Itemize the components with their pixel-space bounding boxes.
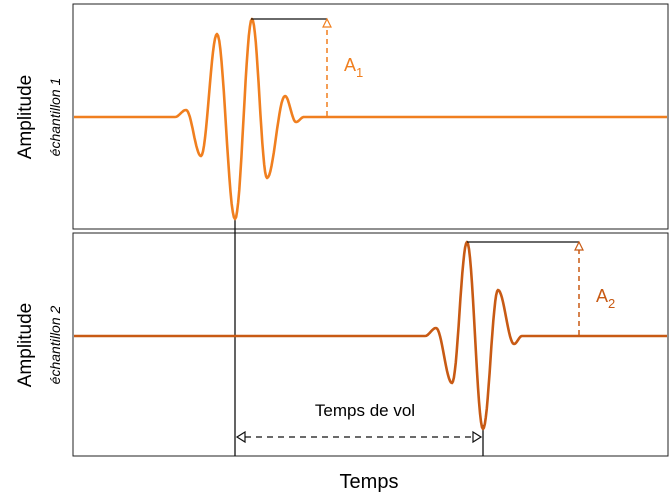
time-of-flight-arrowhead-left bbox=[235, 430, 246, 444]
time-of-flight-label: Temps de vol bbox=[315, 401, 415, 420]
waveform-sample-1 bbox=[74, 17, 667, 221]
panel-1-ylabel: Amplitude bbox=[15, 75, 36, 160]
panel-2-ylabel: Amplitude bbox=[15, 303, 36, 388]
panel-2-frame bbox=[72, 232, 669, 457]
panel-1-sublabel: échantillon 1 bbox=[47, 78, 63, 157]
time-of-flight-arrowhead-right bbox=[472, 430, 483, 444]
amplitude-2-arrowhead bbox=[574, 240, 584, 251]
panel-2-sublabel: échantillon 2 bbox=[47, 305, 63, 384]
amplitude-1-arrowhead bbox=[322, 17, 332, 28]
waveform-sample-2 bbox=[74, 240, 667, 431]
x-axis-label: Temps bbox=[340, 471, 399, 493]
amplitude-2-label: A2 bbox=[596, 286, 615, 311]
panel-1-frame bbox=[72, 3, 669, 230]
amplitude-1-label: A1 bbox=[344, 55, 363, 80]
